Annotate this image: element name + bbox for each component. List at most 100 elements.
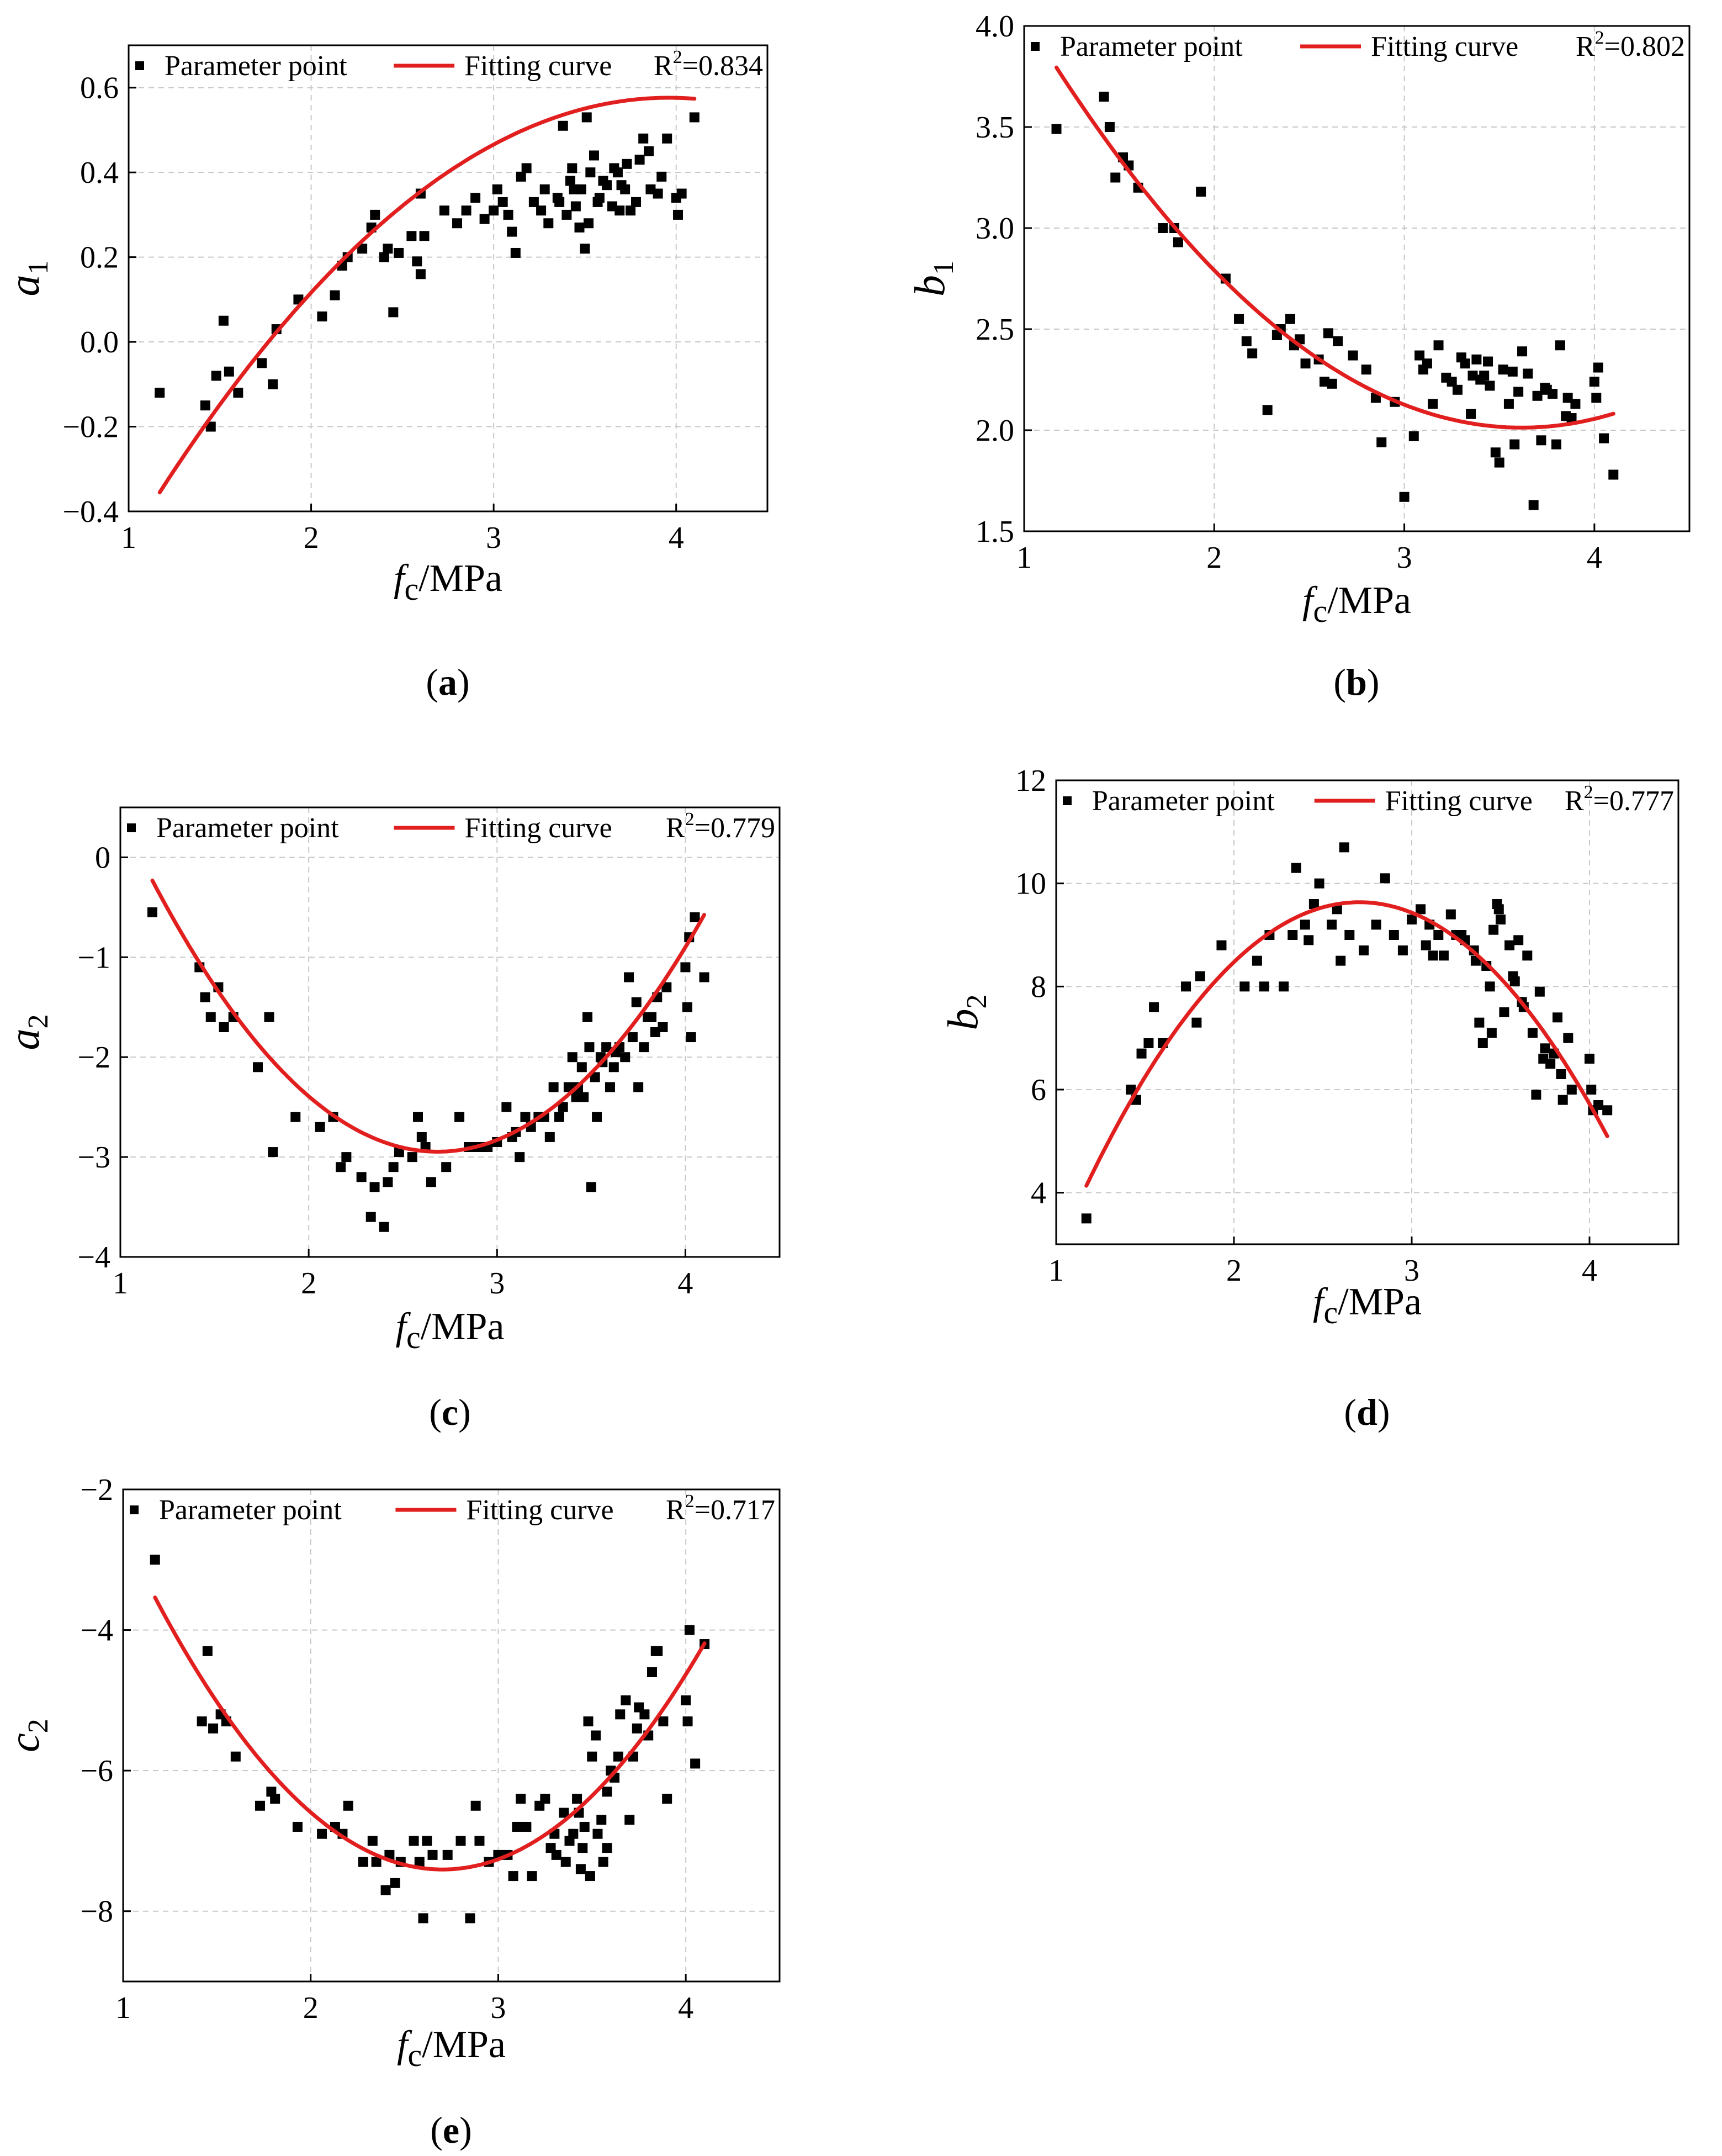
data-point xyxy=(528,197,539,207)
panel-caption-letter: e xyxy=(443,2109,459,2151)
data-point xyxy=(661,982,672,992)
data-point xyxy=(571,1092,581,1102)
data-point xyxy=(390,1878,400,1888)
data-point xyxy=(479,214,490,224)
data-point xyxy=(1408,431,1419,441)
y-tick-label: 6 xyxy=(1031,1073,1046,1107)
data-point xyxy=(587,1751,597,1762)
data-point xyxy=(1523,368,1533,379)
data-point xyxy=(581,112,592,123)
y-tick-label: −4 xyxy=(80,1614,113,1648)
data-point xyxy=(1323,328,1333,339)
x-tick-label: 1 xyxy=(115,1991,131,2025)
y-tick-label: −3 xyxy=(77,1140,110,1175)
data-point xyxy=(1327,378,1337,389)
data-point xyxy=(590,1072,600,1082)
data-point xyxy=(1279,981,1289,992)
data-layer xyxy=(155,96,700,495)
data-point xyxy=(630,197,641,207)
legend-points-label: Parameter point xyxy=(156,812,339,844)
data-point xyxy=(497,197,508,207)
data-point xyxy=(568,1829,579,1839)
y-axis-label-main: b xyxy=(939,1009,987,1031)
data-point xyxy=(1433,930,1444,940)
legend-point-marker xyxy=(1031,42,1040,51)
data-point xyxy=(579,1821,590,1832)
data-point xyxy=(1608,469,1619,480)
y-tick-label: 0.0 xyxy=(80,325,119,360)
data-point xyxy=(682,1716,693,1727)
legend-fit-label: Fitting curve xyxy=(464,50,612,82)
fitting-curve xyxy=(1084,900,1609,1188)
data-point xyxy=(1593,362,1603,373)
data-point xyxy=(624,1815,635,1825)
y-tick-label: −8 xyxy=(80,1895,113,1929)
data-point xyxy=(1397,945,1408,955)
r-squared-value: =0.717 xyxy=(695,1494,775,1526)
data-point xyxy=(682,1002,692,1012)
data-point xyxy=(202,1646,213,1656)
data-point xyxy=(658,1022,668,1032)
data-point xyxy=(602,180,612,191)
data-point xyxy=(572,1794,582,1804)
data-point xyxy=(343,1800,353,1811)
data-point xyxy=(1216,940,1227,950)
x-axis-label-unit: /MPa xyxy=(422,2023,506,2066)
data-point xyxy=(1486,1028,1497,1038)
x-tick-label: 1 xyxy=(1016,541,1032,575)
data-point xyxy=(155,388,165,398)
x-tick-label: 2 xyxy=(1206,541,1222,575)
data-point xyxy=(689,112,700,123)
data-point xyxy=(1414,350,1425,361)
data-point xyxy=(583,1716,594,1727)
x-axis-label: fc/MPa xyxy=(1302,579,1411,629)
panel-caption-close: ) xyxy=(458,1391,471,1433)
data-point xyxy=(270,1794,280,1804)
x-axis-label-unit: /MPa xyxy=(1327,579,1411,622)
data-point xyxy=(233,388,243,398)
data-point xyxy=(1287,930,1298,940)
r-squared-sup: 2 xyxy=(1595,28,1604,48)
data-point xyxy=(1433,340,1444,351)
panel-caption-letter: a xyxy=(438,661,457,703)
data-point xyxy=(1361,364,1371,375)
legend-fit-label: Fitting curve xyxy=(1371,31,1518,62)
data-point xyxy=(673,209,683,220)
data-point xyxy=(614,205,625,216)
data-point xyxy=(601,1042,612,1053)
data-point xyxy=(208,1723,219,1734)
y-axis-label-main: b xyxy=(905,275,953,297)
data-point xyxy=(371,1857,382,1867)
data-point xyxy=(1493,904,1504,915)
data-point xyxy=(200,992,210,1002)
data-point xyxy=(645,184,656,194)
x-axis-label-subscript: c xyxy=(408,2037,422,2073)
data-point xyxy=(465,1913,475,1924)
data-point xyxy=(205,421,216,432)
data-point xyxy=(503,209,513,220)
data-point xyxy=(1359,945,1369,955)
data-point xyxy=(1285,314,1295,324)
data-point xyxy=(1195,971,1205,981)
data-point xyxy=(370,209,380,220)
data-point xyxy=(602,1787,612,1797)
data-point xyxy=(521,163,532,173)
chart-panel-a: 1 2 3 4−0.4−0.20.00.20.40.6a1fc/MPaParamete… xyxy=(0,44,769,703)
data-point xyxy=(470,193,481,203)
x-tick-label: 2 xyxy=(303,1991,319,2025)
data-point xyxy=(569,184,579,194)
x-tick-label: 4 xyxy=(1587,541,1602,575)
data-point xyxy=(317,1829,327,1839)
legend-point-marker xyxy=(130,1505,139,1514)
data-point xyxy=(638,133,649,144)
legend-point-marker xyxy=(127,823,136,832)
data-point xyxy=(414,1857,425,1867)
data-point xyxy=(211,371,221,381)
data-point xyxy=(1532,390,1543,401)
data-point xyxy=(1422,358,1432,369)
panel-caption-close: ) xyxy=(1367,661,1380,703)
panel-caption-letter: c xyxy=(442,1391,458,1433)
data-point xyxy=(690,912,700,922)
data-point xyxy=(492,184,502,194)
